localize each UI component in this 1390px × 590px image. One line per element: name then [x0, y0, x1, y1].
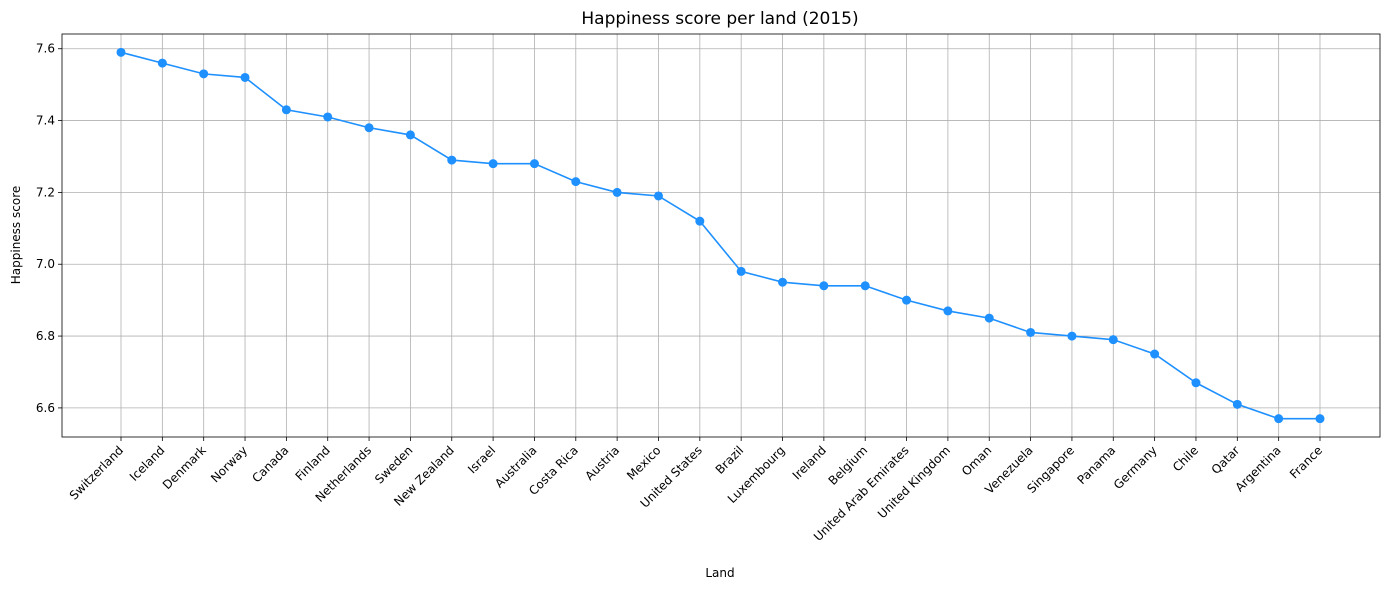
data-point	[902, 295, 912, 305]
x-tick-label: Finland	[293, 443, 333, 483]
data-point	[943, 306, 953, 316]
data-point	[653, 191, 663, 201]
y-tick-label: 7.6	[36, 42, 55, 56]
data-point	[1315, 414, 1325, 424]
data-point	[1026, 327, 1036, 337]
x-tick-label: Brazil	[713, 443, 747, 477]
data-point	[571, 177, 581, 187]
y-axis: 6.6 6.8 7.0 7.2 7.4 7.6	[36, 42, 62, 415]
x-tick-label: France	[1287, 443, 1325, 481]
data-point	[1150, 349, 1160, 359]
x-tick-label: Israel	[465, 443, 498, 476]
y-tick-label: 7.2	[36, 185, 55, 199]
x-tick-label: Ireland	[790, 443, 829, 482]
data-point	[364, 123, 374, 133]
grid-layer	[62, 34, 1380, 437]
data-point	[157, 58, 167, 68]
y-tick-label: 6.6	[36, 401, 55, 415]
data-point	[778, 277, 788, 287]
y-tick-label: 7.4	[36, 114, 55, 128]
data-point	[695, 216, 705, 226]
x-axis-label: Land	[705, 566, 734, 580]
x-tick-label: Oman	[959, 443, 994, 478]
data-point	[612, 187, 622, 197]
data-point	[860, 281, 870, 291]
chart-title: Happiness score per land (2015)	[581, 9, 858, 29]
data-point	[529, 159, 539, 169]
data-point	[199, 69, 209, 79]
data-point	[405, 130, 415, 140]
data-point	[736, 266, 746, 276]
x-tick-label: Qatar	[1209, 443, 1243, 477]
data-point	[1067, 331, 1077, 341]
x-tick-label: Switzerland	[67, 443, 126, 502]
data-point	[984, 313, 994, 323]
x-tick-label: Iceland	[127, 443, 168, 484]
data-point	[1108, 335, 1118, 345]
y-tick-label: 7.0	[36, 257, 55, 271]
y-tick-label: 6.8	[36, 329, 55, 343]
data-point	[819, 281, 829, 291]
x-tick-label: Canada	[249, 443, 291, 485]
x-tick-label: Denmark	[160, 443, 209, 492]
data-point	[447, 155, 457, 165]
data-point	[1274, 414, 1284, 424]
x-tick-label: Germany	[1111, 443, 1160, 492]
data-point	[240, 72, 250, 82]
x-tick-label: Chile	[1170, 443, 1201, 474]
x-tick-label: Norway	[208, 443, 250, 485]
series-markers	[116, 47, 1325, 424]
data-point	[1191, 378, 1201, 388]
data-point	[323, 112, 333, 122]
plot-frame	[61, 33, 1381, 438]
data-point	[281, 105, 291, 115]
data-point	[488, 159, 498, 169]
x-tick-label: Austria	[582, 443, 622, 483]
data-point	[1232, 399, 1242, 409]
y-axis-label: Happiness score	[9, 186, 23, 285]
x-tick-label: Mexico	[624, 443, 664, 483]
data-point	[116, 47, 126, 57]
x-tick-label: United Kingdom	[875, 443, 953, 521]
series-line	[120, 51, 1320, 420]
